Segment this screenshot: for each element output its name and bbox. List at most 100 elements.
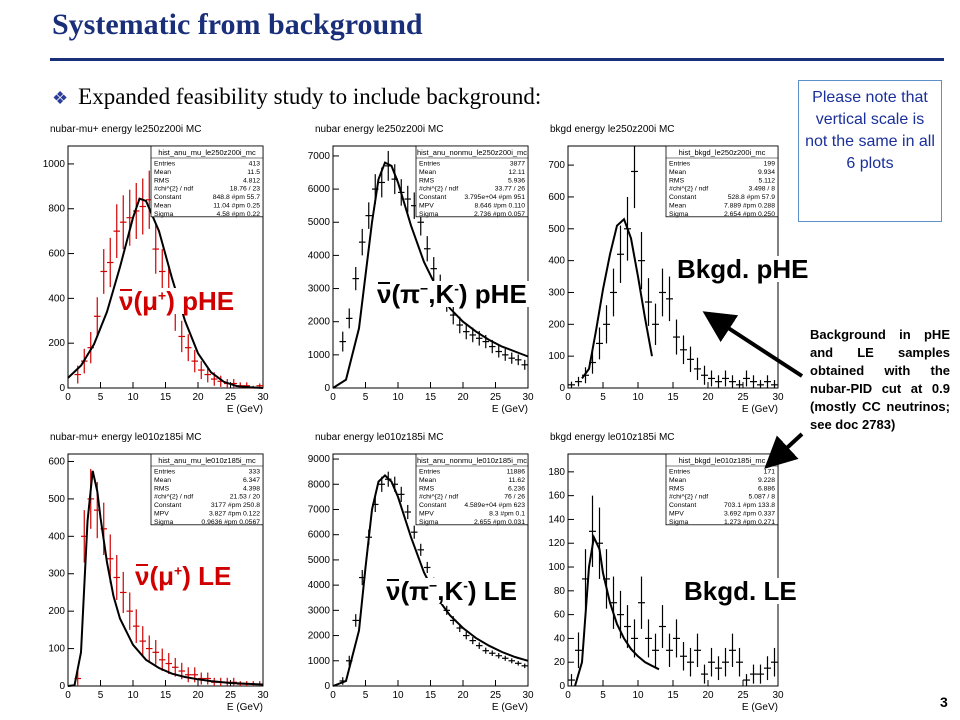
data-point (631, 619, 638, 658)
data-point (666, 633, 673, 667)
y-tick-label: 180 (548, 467, 565, 478)
stats-key: Mean (154, 203, 171, 210)
data-point (417, 543, 424, 556)
x-tick-label: 0 (330, 690, 336, 701)
stats-key: RMS (154, 485, 170, 492)
data-point (424, 561, 431, 574)
y-tick-label: 400 (548, 256, 565, 267)
stats-key: MPV (669, 511, 684, 518)
stats-box: hist_bkgd_le010z185i_mc Entries 171 Mean 9.2… (665, 453, 779, 526)
y-tick-label: 7000 (308, 504, 331, 515)
stats-value: 18.76 / 23 (230, 186, 260, 193)
data-point (352, 614, 359, 627)
stats-name: hist_anu_nonmu_le250z200i_mc (417, 148, 527, 157)
x-tick-label: 20 (457, 392, 469, 403)
bullet-line: ❖ Expanded feasibility study to include b… (52, 84, 541, 110)
label-numu-phe: ν(μ+) pHE (116, 288, 238, 314)
y-tick-label: 600 (48, 456, 65, 467)
data-point (502, 348, 509, 361)
y-tick-label: 1000 (308, 656, 331, 667)
stats-value: 199 (764, 161, 776, 168)
data-point (139, 178, 146, 235)
stats-key: Entries (669, 469, 691, 476)
x-tick-label: 30 (772, 392, 784, 403)
stats-value: 4.812 (243, 177, 260, 184)
stats-value: 0.9636 #pm 0.0567 (201, 519, 260, 526)
data-point (359, 228, 366, 256)
x-tick-label: 25 (490, 392, 502, 403)
stats-key: Constant (419, 194, 446, 201)
data-point (715, 375, 722, 388)
stats-value: 9.934 (758, 169, 775, 176)
y-tick-label: 5000 (308, 555, 331, 566)
x-tick-label: 10 (127, 392, 139, 403)
data-point (191, 667, 198, 683)
data-point (178, 320, 185, 353)
bullet-text: Expanded feasibility study to include ba… (78, 84, 542, 109)
arrow-icon-group (702, 311, 804, 469)
x-tick-label: 20 (192, 690, 204, 701)
stats-value: 4.398 (243, 485, 260, 492)
stats-value: 2.655 #pm 0.031 (474, 519, 525, 526)
stats-key: RMS (669, 485, 685, 492)
data-point (100, 249, 107, 294)
stats-value: 6.886 (758, 485, 775, 492)
x-tick-label: 20 (457, 690, 469, 701)
x-axis-label: E (GeV) (227, 404, 263, 415)
label-nc-le: ν(π−,K-) LE (383, 576, 521, 606)
stats-key: #chi^{2} / ndf (154, 494, 193, 501)
y-tick-label: 6000 (308, 184, 331, 195)
data-point (133, 609, 140, 643)
data-point (596, 327, 603, 360)
data-point (624, 605, 631, 648)
stats-box: hist_anu_nonmu_le010z185i_mc Entries 11886… (415, 453, 529, 526)
y-tick-label: 0 (324, 383, 330, 394)
stats-value: 6.236 (508, 485, 525, 492)
plot-6: bkgd energy le010z185i MC 0 5 10 15 20 25 30 0 20… (548, 432, 784, 713)
stats-value: 11.5 (247, 169, 260, 176)
y-tick-label: 40 (554, 633, 566, 644)
x-tick-label: 20 (702, 392, 714, 403)
stats-value: 21.53 / 20 (230, 494, 260, 501)
y-tick-label: 500 (548, 224, 565, 235)
stats-key: Entries (419, 161, 441, 168)
x-tick-label: 30 (522, 392, 534, 403)
x-tick-label: 25 (737, 392, 749, 403)
label-bkgd-phe: Bkgd. pHE (674, 256, 812, 282)
y-tick-label: 700 (548, 160, 565, 171)
y-tick-label: 100 (48, 644, 65, 655)
y-tick-label: 500 (48, 494, 65, 505)
data-point (191, 349, 198, 373)
y-tick-label: 140 (548, 514, 565, 525)
stats-value: 528.8 #pm 57.9 (728, 194, 775, 201)
data-point (638, 231, 645, 290)
data-point (230, 677, 237, 686)
data-point (94, 297, 101, 336)
x-tick-label: 15 (425, 690, 437, 701)
stats-key: Mean (669, 477, 686, 484)
y-tick-label: 0 (324, 681, 330, 692)
y-tick-label: 1000 (43, 159, 66, 170)
label-nc-phe: ν(π−,K-) pHE (374, 281, 530, 307)
y-tick-label: 800 (48, 204, 65, 215)
plot-3: bkgd energy le250z200i MC0 5 10 15 20 25 30010… (548, 124, 784, 415)
stats-key: Mean (419, 169, 436, 176)
x-tick-label: 0 (565, 690, 571, 701)
x-tick-label: 5 (98, 392, 104, 403)
fit-curve (67, 470, 264, 687)
y-tick-label: 400 (48, 531, 65, 542)
stats-key: MPV (419, 203, 434, 210)
stats-value: 2.654 #pm 0.250 (724, 211, 775, 218)
data-point (495, 345, 502, 358)
data-point (521, 663, 528, 669)
data-point (673, 319, 680, 355)
data-point (638, 576, 645, 629)
data-point (645, 619, 652, 658)
stats-value: 3.692 #pm 0.337 (724, 511, 775, 518)
stats-box: hist_anu_nonmu_le250z200i_mc Entries 3877 M… (415, 145, 529, 218)
label-nc-le-text: LE (483, 576, 518, 606)
data-point (515, 661, 522, 666)
x-tick-label: 15 (425, 392, 437, 403)
stats-key: Entries (669, 161, 691, 168)
stats-value: 3.498 / 8 (749, 186, 776, 193)
